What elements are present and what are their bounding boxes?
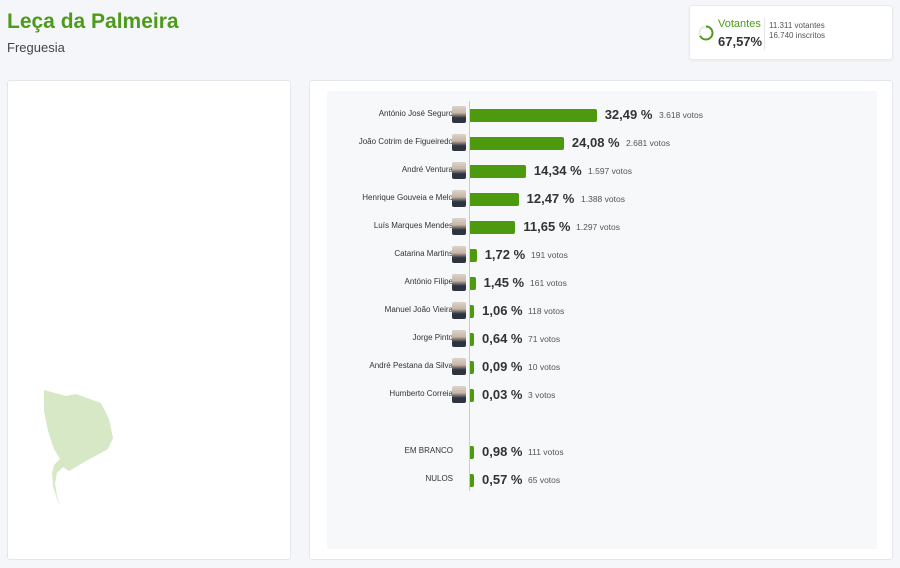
result-votes: 1.597 votos: [588, 166, 632, 176]
candidate-name: Henrique Gouveia e Melo: [362, 193, 453, 202]
candidate-name: Jorge Pinto: [412, 333, 453, 342]
turnout-progress-ring: [698, 25, 714, 41]
turnout-card: Votantes 67,57% 11.311 votantes 16.740 i…: [689, 5, 893, 60]
result-bar: [470, 277, 476, 290]
result-bar: [470, 165, 526, 178]
candidate-name: André Pestana da Silva: [369, 361, 453, 370]
candidate-name: Catarina Martins: [394, 249, 453, 258]
candidate-photo: [452, 302, 466, 319]
candidate-photo: [452, 386, 466, 403]
candidate-name: Luís Marques Mendes: [373, 221, 453, 230]
result-percent: 0,09 %: [482, 359, 523, 374]
result-votes: 1.388 votos: [581, 194, 625, 204]
result-percent: 1,72 %: [484, 247, 526, 262]
result-votes: 3 votos: [528, 390, 556, 400]
result-votes: 2.681 votos: [626, 138, 670, 148]
result-row: Catarina Martins 1,72 % 191 votos: [327, 245, 877, 265]
result-votes: 65 votos: [528, 475, 561, 485]
result-votes: 1.297 votos: [576, 222, 620, 232]
result-votes: 3.618 votos: [659, 110, 703, 120]
result-percent: 1,06 %: [482, 303, 523, 318]
result-row: João Cotrim de Figueiredo 24,08 % 2.681 vo…: [327, 133, 877, 153]
result-bar: [470, 249, 477, 262]
result-votes: 191 votos: [531, 250, 568, 260]
result-bar: [470, 109, 597, 122]
candidate-photo: [452, 246, 466, 263]
map-card: [7, 80, 291, 560]
result-row: NULOS 0,57 % 65 votos: [327, 470, 877, 490]
result-bar: [470, 446, 474, 459]
result-percent: 0,03 %: [482, 387, 523, 402]
result-percent: 12,47 %: [526, 191, 575, 206]
result-row: Manuel João Vieira 1,06 % 118 votos: [327, 301, 877, 321]
result-percent: 0,98 %: [482, 444, 523, 459]
result-bar: [470, 474, 474, 487]
result-percent: 11,65 %: [523, 219, 571, 234]
candidate-photo: [452, 358, 466, 375]
result-votes: 10 votos: [528, 362, 561, 372]
result-row: André Pestana da Silva 0,09 % 10 votos: [327, 357, 877, 377]
candidate-photo: [452, 330, 466, 347]
results-card: António José Seguro 32,49 % 3.618 votos Joã…: [309, 80, 893, 560]
result-bar: [470, 221, 516, 234]
candidate-photo: [452, 274, 466, 291]
result-bar: [470, 361, 474, 374]
voters-count: 11.311 votantes: [769, 21, 825, 30]
result-bar: [470, 193, 519, 206]
candidate-photo: [452, 134, 466, 151]
divider: [764, 18, 765, 50]
page-title: Leça da Palmeira: [7, 10, 179, 33]
candidate-photo: [452, 106, 466, 123]
page-subtitle: Freguesia: [7, 40, 65, 55]
candidate-name: NULOS: [425, 474, 453, 483]
result-bar: [470, 137, 564, 150]
candidate-photo: [452, 190, 466, 207]
result-row: Humberto Correia 0,03 % 3 votos: [327, 385, 877, 405]
result-bar: [470, 389, 474, 402]
result-bar: [470, 333, 474, 346]
result-row: António José Seguro 32,49 % 3.618 votos: [327, 105, 877, 125]
result-percent: 1,45 %: [483, 275, 525, 290]
candidate-name: André Ventura: [401, 165, 453, 174]
result-percent: 0,57 %: [482, 472, 523, 487]
parish-map[interactable]: [8, 81, 292, 561]
chart-axis: [469, 101, 470, 491]
candidate-name: João Cotrim de Figueiredo: [358, 137, 453, 146]
result-percent: 24,08 %: [571, 135, 620, 150]
parish-shape: [44, 390, 113, 506]
turnout-label: Votantes: [718, 18, 761, 30]
candidate-name: António Filipe: [404, 277, 453, 286]
candidate-name: EM BRANCO: [404, 446, 453, 455]
result-row: Henrique Gouveia e Melo 12,47 % 1.388 voto…: [327, 189, 877, 209]
result-votes: 111 votos: [528, 447, 564, 457]
result-percent: 14,34 %: [533, 163, 582, 178]
result-percent: 32,49 %: [604, 107, 653, 122]
result-row: André Ventura 14,34 % 1.597 votos: [327, 161, 877, 181]
candidate-photo: [452, 162, 466, 179]
result-row: EM BRANCO 0,98 % 111 votos: [327, 442, 877, 462]
result-votes: 71 votos: [528, 334, 561, 344]
candidate-name: Manuel João Vieira: [384, 305, 453, 314]
result-votes: 118 votos: [528, 306, 565, 316]
result-votes: 161 votos: [530, 278, 567, 288]
turnout-details: 11.311 votantes 16.740 inscritos: [769, 21, 825, 41]
registered-count: 16.740 inscritos: [769, 31, 826, 40]
candidate-photo: [452, 218, 466, 235]
result-row: António Filipe 1,45 % 161 votos: [327, 273, 877, 293]
candidate-name: Humberto Correia: [389, 389, 453, 398]
result-row: Luís Marques Mendes 11,65 % 1.297 votos: [327, 217, 877, 237]
turnout-percent: 67,57%: [718, 34, 763, 49]
results-chart: António José Seguro 32,49 % 3.618 votos Joã…: [327, 91, 877, 549]
result-row: Jorge Pinto 0,64 % 71 votos: [327, 329, 877, 349]
candidate-name: António José Seguro: [378, 109, 453, 118]
result-percent: 0,64 %: [482, 331, 523, 346]
result-bar: [470, 305, 475, 318]
